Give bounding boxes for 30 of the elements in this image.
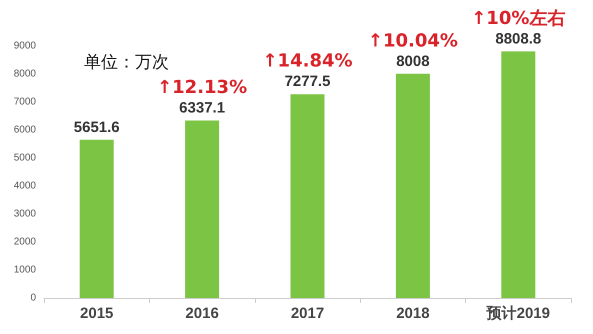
x-tick-label: 2015 (80, 305, 114, 322)
annotation: ↑10%左右 (471, 8, 566, 29)
annotation: ↑14.84% (262, 50, 353, 72)
bar (80, 140, 114, 298)
bar (396, 74, 430, 298)
y-tick-label: 8000 (14, 68, 36, 80)
annotation: ↑10.04% (368, 30, 458, 52)
x-tick-label: 预计2019 (486, 305, 550, 322)
x-tick-label: 2016 (185, 305, 219, 322)
y-tick-label: 0 (30, 292, 36, 304)
y-tick-label: 5000 (14, 152, 36, 164)
y-tick-label: 4000 (14, 180, 36, 192)
bar (501, 51, 536, 298)
y-tick-label: 2000 (14, 236, 36, 248)
data-label: 8808.8 (495, 30, 542, 48)
data-label: 6337.1 (179, 100, 226, 117)
y-tick-label: 3000 (14, 208, 36, 220)
bar (290, 94, 324, 298)
y-axis-title: 单位：万次 (84, 52, 169, 72)
x-tick-label: 2017 (290, 305, 324, 322)
data-label: 5651.6 (74, 118, 120, 136)
y-tick-label: 9000 (14, 40, 36, 52)
y-tick-label: 7000 (14, 96, 36, 108)
y-tick-label: 6000 (14, 124, 36, 136)
annotation: ↑12.13% (157, 77, 248, 98)
data-label: 8008 (396, 52, 430, 70)
y-tick-label: 1000 (14, 264, 36, 276)
x-tick-label: 2018 (396, 305, 430, 322)
data-label: 7277.5 (284, 73, 330, 90)
bar (185, 120, 220, 298)
